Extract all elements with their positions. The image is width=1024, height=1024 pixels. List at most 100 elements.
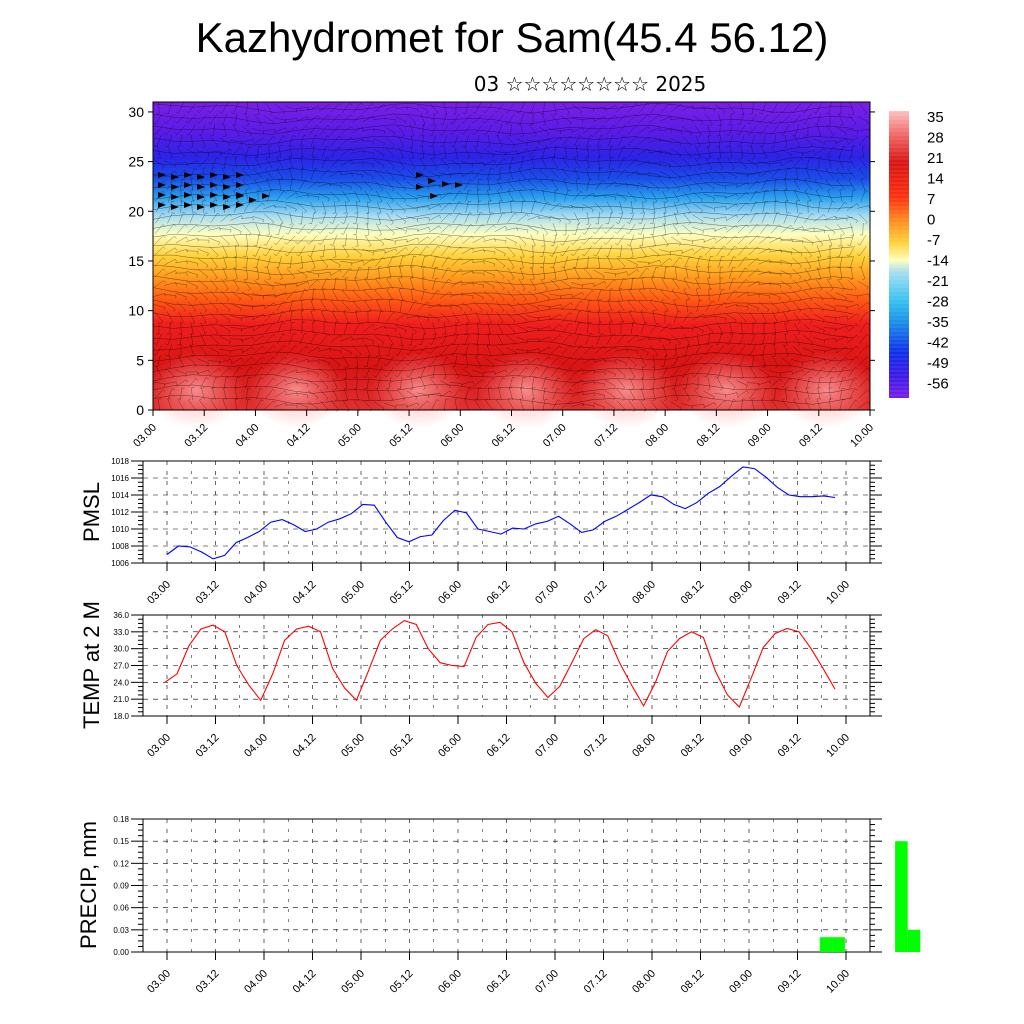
wind-pennant xyxy=(430,193,438,199)
y-tick-label: 21.0 xyxy=(113,695,129,704)
y-tick-label: 1016 xyxy=(111,474,129,483)
x-tick-label: 06.00 xyxy=(436,732,464,760)
x-tick-label: 05.00 xyxy=(339,968,367,996)
wind-pennant xyxy=(416,184,424,190)
contour-line xyxy=(152,211,854,221)
wind-pennant xyxy=(428,178,436,184)
colorbar-label: -35 xyxy=(927,314,949,331)
y-tick-label: 0.12 xyxy=(113,859,129,868)
x-tick-label: 04.00 xyxy=(234,422,262,450)
y-tick-label: 1012 xyxy=(111,508,129,517)
wind-pennant xyxy=(171,184,179,190)
wind-pennant xyxy=(171,194,179,200)
y-tick-label: 0.06 xyxy=(113,904,129,913)
x-tick-label: 04.12 xyxy=(291,579,319,607)
x-tick-label: 03.12 xyxy=(194,732,222,760)
y-tick-label: 25 xyxy=(128,154,144,170)
contour-line xyxy=(152,394,854,405)
contour-line xyxy=(152,275,854,286)
wind-pennant xyxy=(210,182,218,188)
x-tick-label: 04.00 xyxy=(242,579,270,607)
contour-line xyxy=(152,113,854,124)
precip-bar xyxy=(832,937,845,952)
x-tick-label: 04.00 xyxy=(242,732,270,760)
x-tick-label: 07.12 xyxy=(582,732,610,760)
x-tick-label: 05.00 xyxy=(336,422,364,450)
contour-line xyxy=(152,264,854,276)
y-tick-label: 0.15 xyxy=(113,837,129,846)
x-tick-label: 07.12 xyxy=(582,579,610,607)
wind-pennant xyxy=(197,184,205,190)
colorbar-label: -49 xyxy=(927,355,949,372)
contour-line xyxy=(152,383,854,394)
x-tick-label: 03.00 xyxy=(145,732,173,760)
colorbar-label: -28 xyxy=(927,294,949,311)
contour-line xyxy=(152,102,854,114)
x-tick-label: 08.12 xyxy=(679,968,707,996)
colorbar-label: 35 xyxy=(927,109,944,126)
wind-pennant xyxy=(210,202,218,208)
x-tick-label: 03.12 xyxy=(194,968,222,996)
y-tick-label: 36.0 xyxy=(113,611,129,620)
wind-pennant xyxy=(184,182,192,188)
wind-pennant xyxy=(158,192,166,198)
contour-line xyxy=(152,243,854,254)
precip-bar xyxy=(895,841,908,952)
y-tick-label: 27.0 xyxy=(113,662,129,671)
y-tick-label: 0.03 xyxy=(113,926,129,935)
wind-pennant xyxy=(223,174,231,180)
wind-pennant xyxy=(249,197,257,203)
x-tick-label: 09.00 xyxy=(727,732,755,760)
temp-series-line xyxy=(164,619,836,708)
colorbar-fill xyxy=(889,111,909,398)
y-tick-label: 5 xyxy=(136,352,144,368)
contour-line xyxy=(152,135,854,146)
y-tick-label: 10 xyxy=(128,303,144,319)
wind-pennant xyxy=(171,174,179,180)
y-tick-label: 0.18 xyxy=(113,815,129,824)
x-tick-label: 08.00 xyxy=(630,732,658,760)
y-tick-label: 20 xyxy=(128,203,144,219)
x-tick-label: 08.12 xyxy=(679,732,707,760)
x-tick-label: 07.00 xyxy=(533,579,561,607)
wind-pennant xyxy=(236,182,244,188)
colorbar-label: -42 xyxy=(927,335,949,352)
x-tick-label: 03.12 xyxy=(194,579,222,607)
wind-pennant xyxy=(184,202,192,208)
x-tick-label: 10.00 xyxy=(848,422,876,450)
colorbar-label: -14 xyxy=(927,253,949,270)
x-tick-label: 05.00 xyxy=(339,732,367,760)
x-tick-label: 09.00 xyxy=(727,968,755,996)
y-tick-label: 18.0 xyxy=(113,712,129,721)
x-tick-label: 06.00 xyxy=(436,968,464,996)
colorbar-label: 14 xyxy=(927,171,944,188)
x-tick-label: 05.12 xyxy=(388,732,416,760)
wind-pennant xyxy=(455,182,463,188)
colorbar-label: -56 xyxy=(927,376,949,393)
contour-line xyxy=(152,329,854,340)
contour-line xyxy=(152,189,854,200)
x-tick-label: 09.00 xyxy=(727,579,755,607)
wind-pennant xyxy=(171,204,179,210)
colorbar-label: -21 xyxy=(927,273,949,290)
precip-panel: 0.00 0.03 0.06 0.09 0.12 0.15 0.18 03.00 03.12 04… xyxy=(76,815,921,996)
wind-pennant xyxy=(223,204,231,210)
wind-pennant xyxy=(158,172,166,178)
y-tick-label: 15 xyxy=(128,253,144,269)
wind-pennant xyxy=(184,172,192,178)
chart-title: Kazhydromet for Sam(45.4 56.12) xyxy=(195,14,829,61)
wind-pennant xyxy=(236,172,244,178)
wind-pennant xyxy=(236,193,244,199)
x-tick-label: 08.00 xyxy=(630,968,658,996)
x-tick-label: 08.12 xyxy=(679,579,707,607)
wind-pennant xyxy=(236,202,244,208)
wind-pennant xyxy=(184,192,192,198)
precip-bar xyxy=(907,929,921,952)
contour-line xyxy=(152,157,854,167)
wind-pennant xyxy=(210,172,218,178)
contour-line xyxy=(152,200,854,211)
contour-line xyxy=(152,351,854,362)
y-tick-label: 24.0 xyxy=(113,678,129,687)
contour-line xyxy=(152,167,854,178)
